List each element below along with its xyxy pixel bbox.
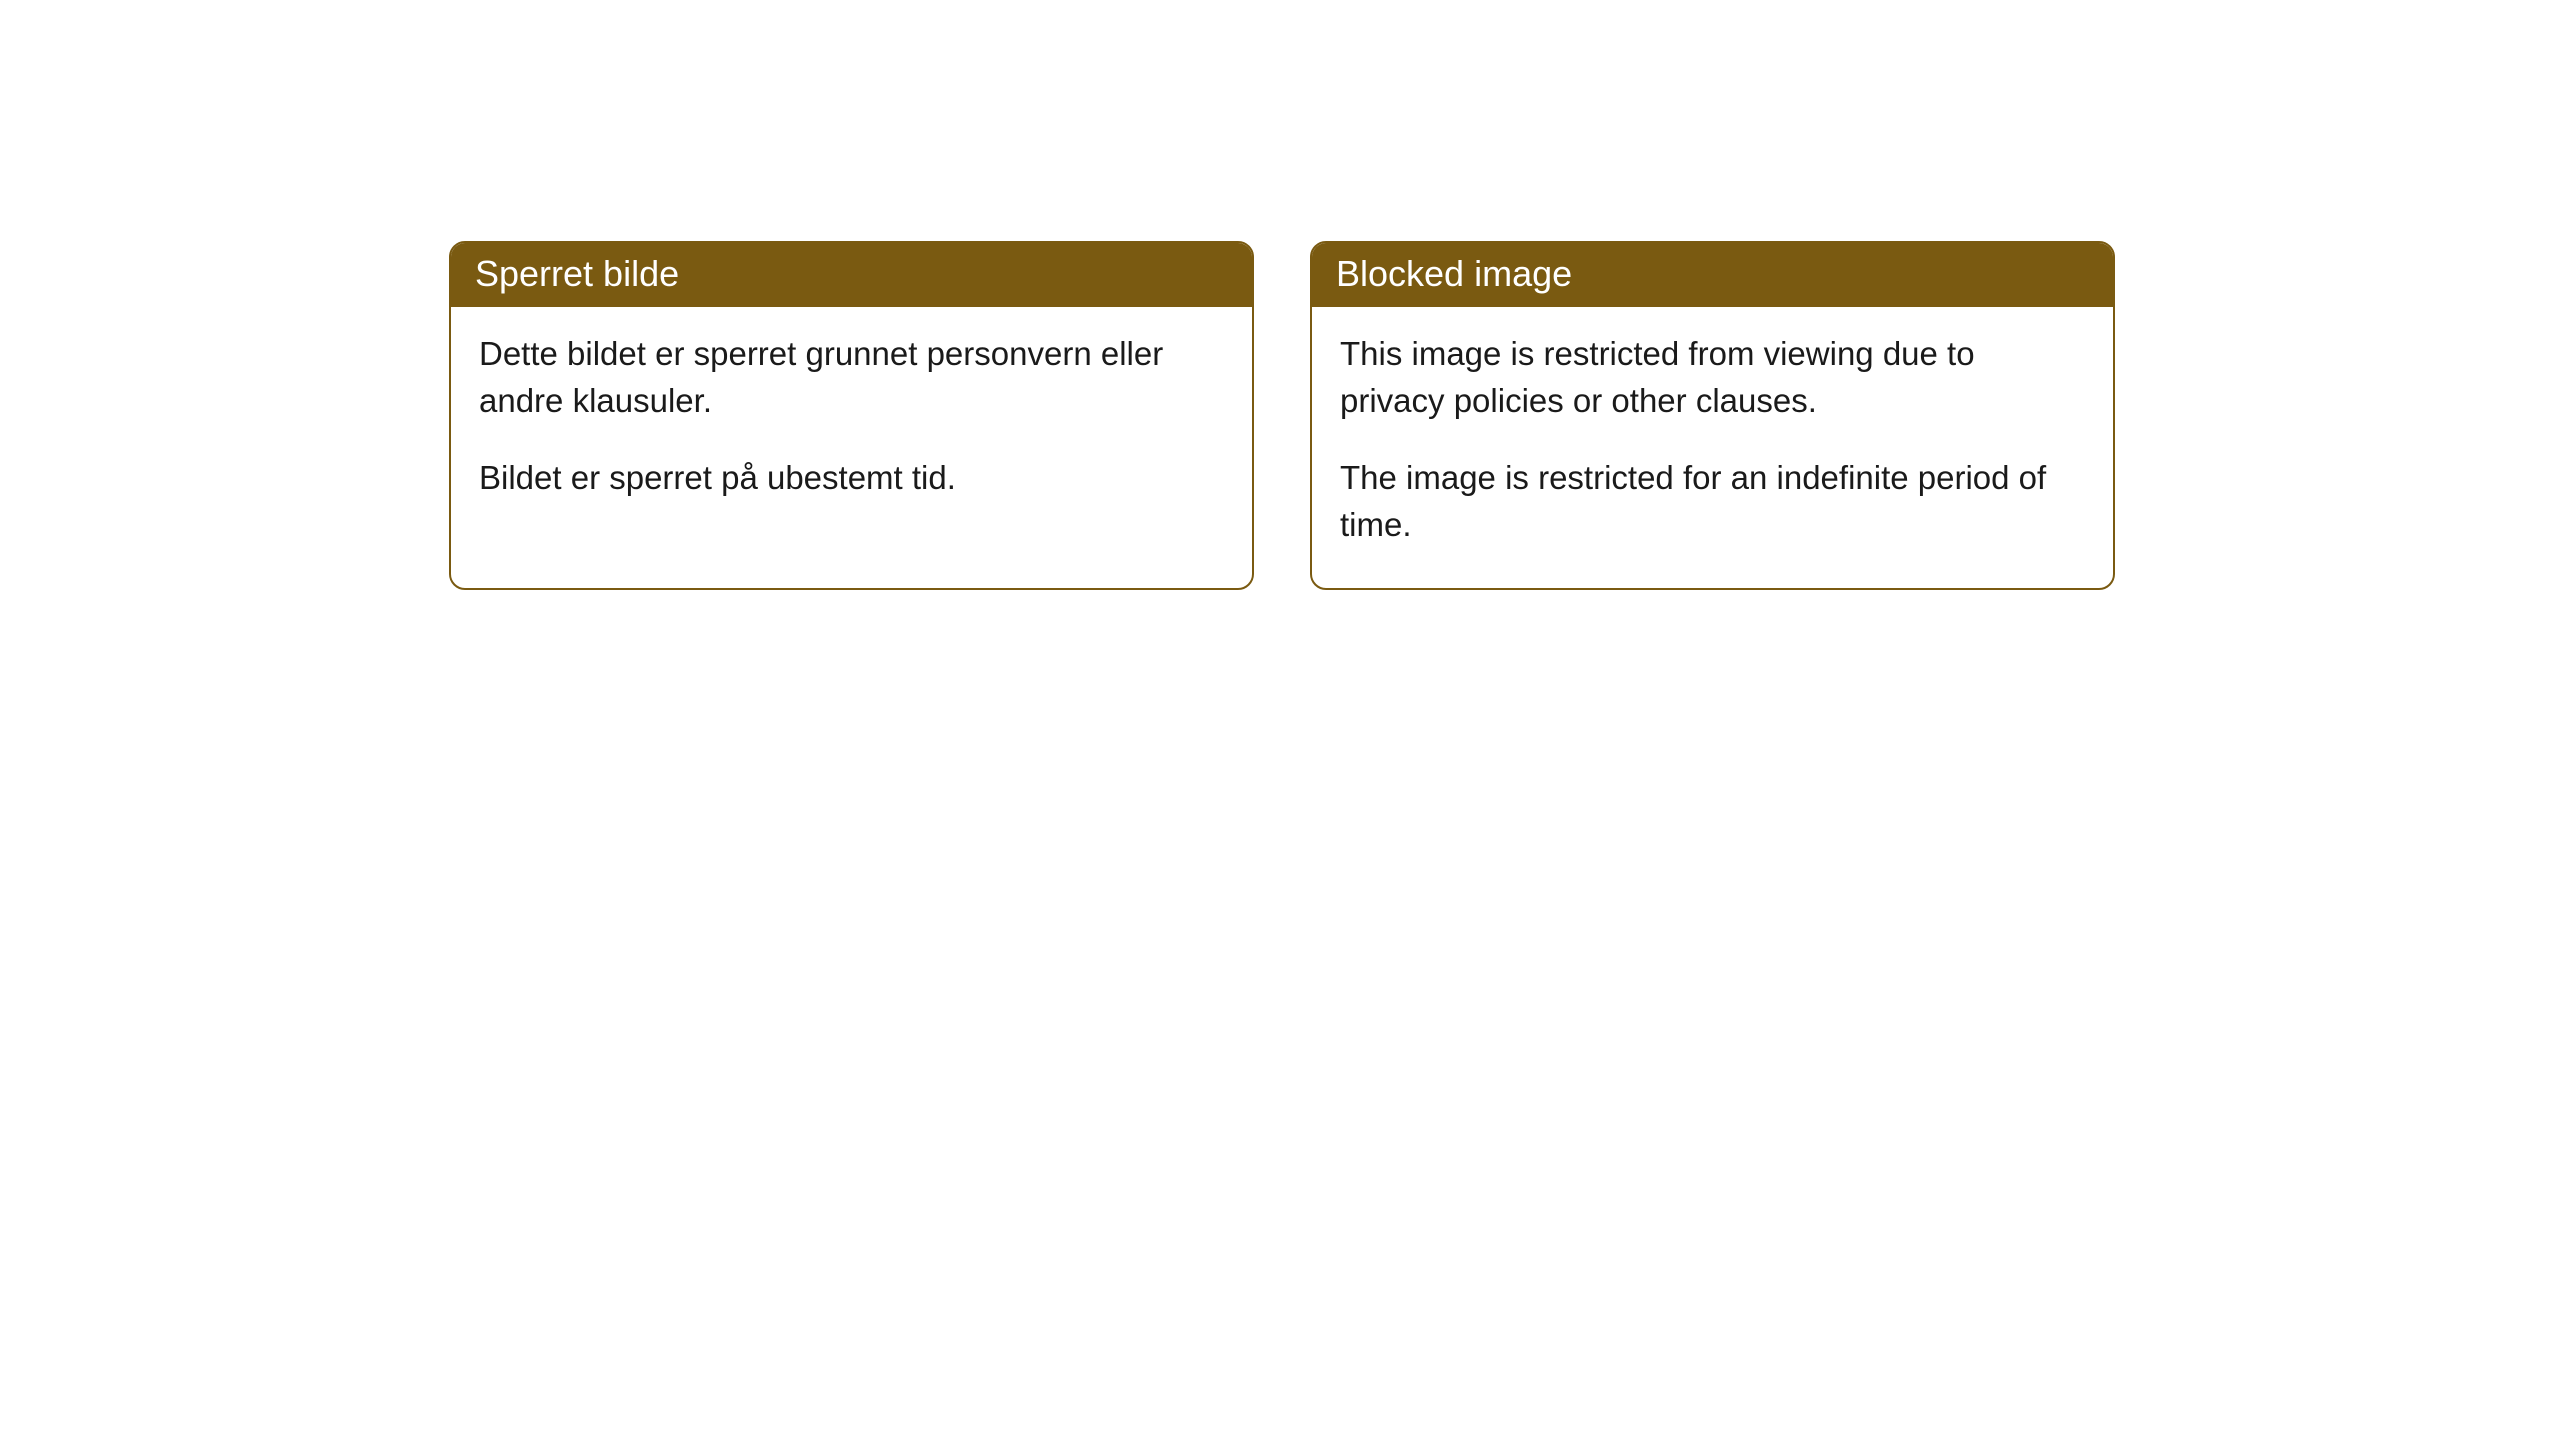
card-paragraph: The image is restricted for an indefinit… — [1340, 455, 2085, 549]
blocked-image-card-english: Blocked image This image is restricted f… — [1310, 241, 2115, 590]
card-title: Sperret bilde — [475, 253, 679, 294]
card-paragraph: This image is restricted from viewing du… — [1340, 331, 2085, 425]
card-body: This image is restricted from viewing du… — [1312, 307, 2113, 588]
card-header: Sperret bilde — [451, 243, 1252, 307]
card-title: Blocked image — [1336, 253, 1572, 294]
card-header: Blocked image — [1312, 243, 2113, 307]
card-body: Dette bildet er sperret grunnet personve… — [451, 307, 1252, 542]
blocked-image-card-norwegian: Sperret bilde Dette bildet er sperret gr… — [449, 241, 1254, 590]
card-paragraph: Bildet er sperret på ubestemt tid. — [479, 455, 1224, 502]
notice-cards-container: Sperret bilde Dette bildet er sperret gr… — [449, 241, 2115, 590]
card-paragraph: Dette bildet er sperret grunnet personve… — [479, 331, 1224, 425]
